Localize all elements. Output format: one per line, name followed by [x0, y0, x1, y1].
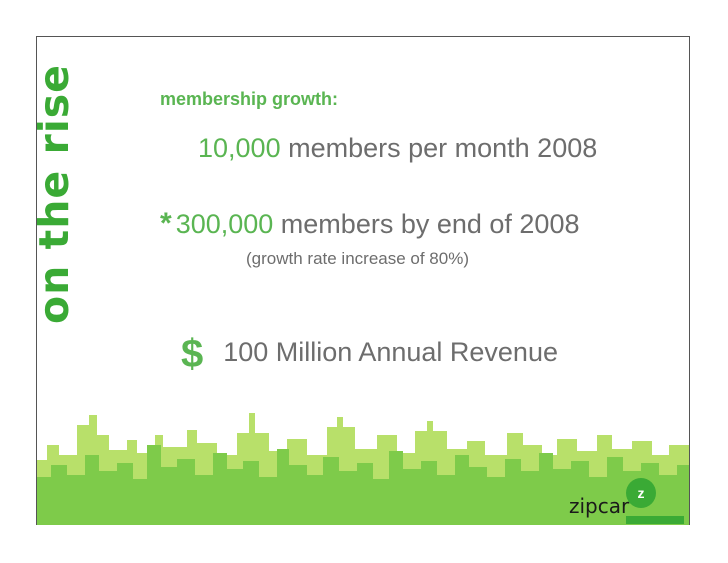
members-by-end-value: 300,000: [175, 209, 274, 239]
skyline-front-layer: [37, 445, 689, 525]
revenue-line: $100 Million Annual Revenue: [181, 332, 558, 377]
dollar-icon: $: [181, 332, 204, 376]
zipcar-accent-bar: [626, 516, 684, 524]
growth-rate-note: (growth rate increase of 80%): [246, 249, 469, 268]
zipcar-badge-icon: z: [626, 478, 656, 508]
side-title: on the rise: [30, 64, 78, 324]
members-per-month-line: 10,000 members per month 2008: [198, 133, 597, 164]
section-heading: membership growth:: [160, 89, 339, 109]
members-per-month-text: members per month 2008: [280, 133, 598, 163]
zipcar-wordmark: zipcar: [569, 494, 630, 518]
asterisk-bullet: *: [160, 207, 172, 240]
city-skyline-graphic: [37, 413, 689, 525]
revenue-text: 100 Million Annual Revenue: [223, 337, 558, 367]
slide-frame: [36, 36, 690, 525]
members-per-month-value: 10,000: [198, 133, 281, 163]
members-by-end-text: members by end of 2008: [273, 209, 580, 239]
zipcar-logo: zipcar z: [566, 478, 686, 524]
members-by-end-line: * 300,000 members by end of 2008: [160, 207, 579, 241]
